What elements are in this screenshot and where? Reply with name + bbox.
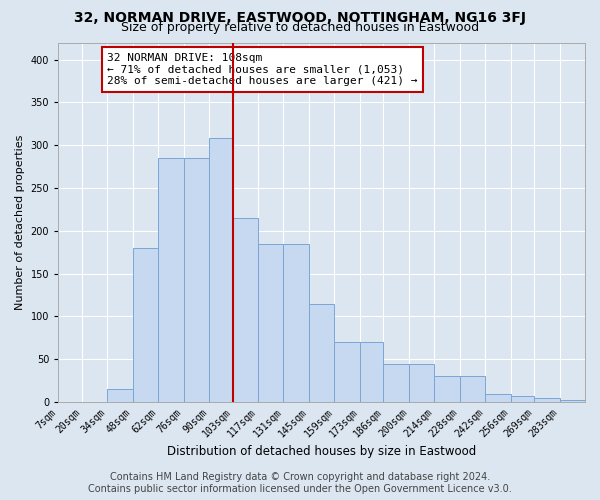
Bar	[560, 400, 585, 402]
Bar	[434, 376, 460, 402]
Bar	[334, 342, 360, 402]
Text: Contains HM Land Registry data © Crown copyright and database right 2024.
Contai: Contains HM Land Registry data © Crown c…	[88, 472, 512, 494]
Bar	[107, 389, 133, 402]
Bar	[283, 244, 309, 402]
Bar	[383, 364, 409, 402]
Bar	[209, 138, 233, 402]
X-axis label: Distribution of detached houses by size in Eastwood: Distribution of detached houses by size …	[167, 444, 476, 458]
Text: Size of property relative to detached houses in Eastwood: Size of property relative to detached ho…	[121, 22, 479, 35]
Bar	[133, 248, 158, 402]
Bar	[258, 244, 283, 402]
Bar	[534, 398, 560, 402]
Text: 32, NORMAN DRIVE, EASTWOOD, NOTTINGHAM, NG16 3FJ: 32, NORMAN DRIVE, EASTWOOD, NOTTINGHAM, …	[74, 11, 526, 25]
Text: 32 NORMAN DRIVE: 108sqm
← 71% of detached houses are smaller (1,053)
28% of semi: 32 NORMAN DRIVE: 108sqm ← 71% of detache…	[107, 53, 418, 86]
Bar	[309, 304, 334, 402]
Y-axis label: Number of detached properties: Number of detached properties	[15, 134, 25, 310]
Bar	[511, 396, 534, 402]
Bar	[460, 376, 485, 402]
Bar	[485, 394, 511, 402]
Bar	[360, 342, 383, 402]
Bar	[409, 364, 434, 402]
Bar	[233, 218, 258, 402]
Bar	[184, 158, 209, 402]
Bar	[158, 158, 184, 402]
